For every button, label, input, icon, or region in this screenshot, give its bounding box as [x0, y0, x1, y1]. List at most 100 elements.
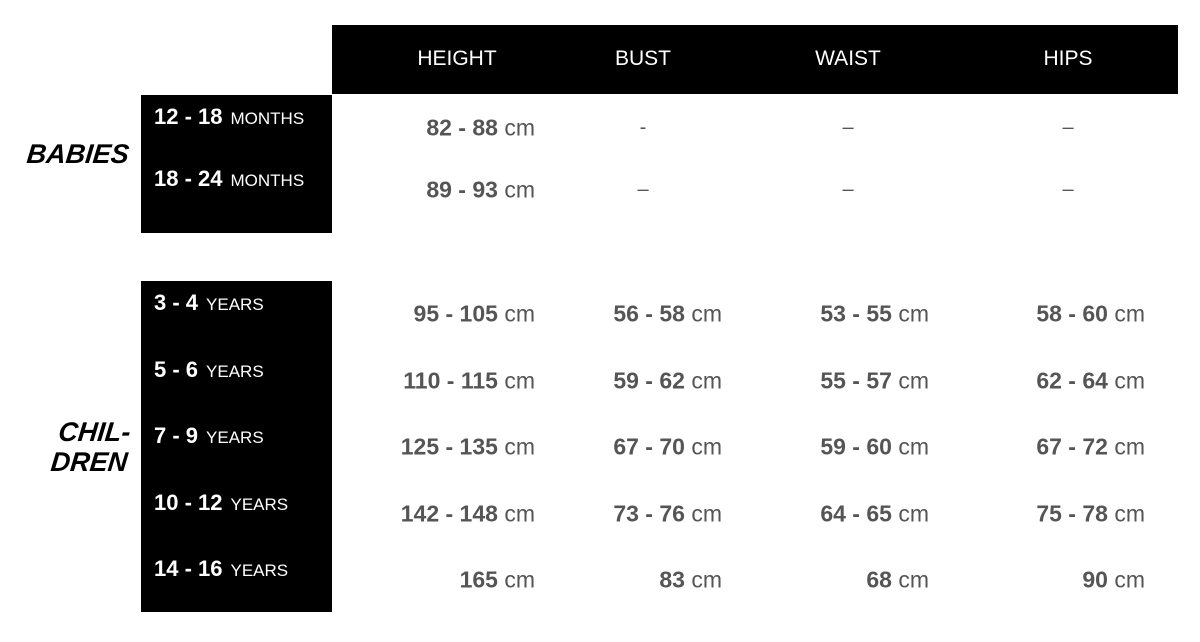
- measurement-cell: 67 - 72 cm: [1036, 434, 1145, 461]
- measurement-value: 95 - 105: [413, 300, 498, 327]
- age-range-label: 10 - 12 YEARS: [154, 490, 288, 516]
- measurement-value: 64 - 65: [820, 500, 892, 527]
- age-range: 18 - 24: [154, 166, 223, 191]
- measurement-unit: cm: [504, 433, 535, 460]
- measurement-cell: 62 - 64 cm: [1036, 368, 1145, 395]
- age-range-label: 14 - 16 YEARS: [154, 556, 288, 582]
- measurement-unit: cm: [898, 566, 929, 593]
- measurement-value: 62 - 64: [1036, 367, 1108, 394]
- measurement-cell: 89 - 93 cm: [426, 177, 535, 204]
- empty-cell: -: [639, 116, 647, 139]
- measurement-cell: 59 - 60 cm: [820, 434, 929, 461]
- measurement-value: 59 - 60: [820, 433, 892, 460]
- age-unit: MONTHS: [230, 171, 305, 190]
- measurement-cell: 59 - 62 cm: [613, 368, 722, 395]
- measurement-value: 125 - 135: [400, 433, 498, 460]
- measurement-value: 53 - 55: [820, 300, 892, 327]
- age-range-label: 18 - 24 MONTHS: [154, 166, 304, 192]
- measurement-unit: cm: [898, 300, 929, 327]
- measurement-value: 68: [866, 566, 892, 593]
- group-label-line: DREN: [49, 447, 129, 477]
- empty-cell: –: [842, 178, 854, 201]
- age-range-label: 5 - 6 YEARS: [154, 357, 264, 383]
- column-header-waist: WAIST: [815, 47, 881, 70]
- age-range: 10 - 12: [154, 490, 223, 515]
- measurement-cell: 53 - 55 cm: [820, 301, 929, 328]
- age-range: 7 - 9: [154, 423, 199, 448]
- babies-age-box: 12 - 18 MONTHS 18 - 24 MONTHS: [141, 95, 332, 233]
- age-unit: MONTHS: [230, 109, 305, 128]
- group-label-children: CHIL- DREN: [1, 417, 132, 477]
- measurement-unit: cm: [691, 433, 722, 460]
- measurement-cell: 83 cm: [659, 567, 722, 594]
- measurement-cell: 55 - 57 cm: [820, 368, 929, 395]
- column-header-bust: BUST: [614, 47, 672, 70]
- measurement-unit: cm: [691, 300, 722, 327]
- measurement-value: 90: [1082, 566, 1108, 593]
- measurement-cell: 67 - 70 cm: [613, 434, 722, 461]
- empty-cell: –: [637, 178, 649, 201]
- age-unit: YEARS: [206, 295, 264, 314]
- measurement-value: 165: [459, 566, 498, 593]
- measurement-cell: 75 - 78 cm: [1036, 501, 1145, 528]
- age-range-label: 12 - 18 MONTHS: [154, 104, 304, 130]
- group-label-babies: BABIES: [25, 139, 131, 169]
- column-header-bar: HEIGHT BUST WAIST HIPS: [332, 25, 1178, 94]
- measurement-unit: cm: [1114, 367, 1145, 394]
- measurement-value: 58 - 60: [1036, 300, 1108, 327]
- age-range: 5 - 6: [154, 357, 199, 382]
- measurement-cell: 68 cm: [866, 567, 929, 594]
- measurement-value: 73 - 76: [613, 500, 685, 527]
- age-range: 14 - 16: [154, 556, 223, 581]
- age-unit: YEARS: [206, 362, 264, 381]
- measurement-cell: 90 cm: [1082, 567, 1145, 594]
- measurement-cell: 95 - 105 cm: [414, 301, 535, 328]
- measurement-value: 56 - 58: [613, 300, 685, 327]
- children-age-box: 3 - 4 YEARS 5 - 6 YEARS 7 - 9 YEARS 10 - 12 YEA…: [141, 281, 332, 612]
- measurement-cell: 142 - 148 cm: [401, 501, 535, 528]
- measurement-unit: cm: [504, 566, 535, 593]
- age-range-label: 3 - 4 YEARS: [154, 290, 264, 316]
- measurement-unit: cm: [504, 500, 535, 527]
- measurement-value: 59 - 62: [613, 367, 685, 394]
- measurement-value: 142 - 148: [400, 500, 498, 527]
- measurement-value: 110 - 115: [403, 367, 498, 394]
- measurement-unit: cm: [691, 566, 722, 593]
- measurement-unit: cm: [504, 300, 535, 327]
- measurement-value: 89 - 93: [426, 176, 498, 203]
- measurement-value: 75 - 78: [1036, 500, 1108, 527]
- measurement-value: 83: [659, 566, 685, 593]
- measurement-unit: cm: [1114, 300, 1145, 327]
- column-header-hips: HIPS: [1043, 47, 1093, 70]
- measurement-unit: cm: [1114, 500, 1145, 527]
- measurement-value: 67 - 72: [1036, 433, 1108, 460]
- measurement-unit: cm: [504, 114, 535, 141]
- measurement-value: 82 - 88: [426, 114, 498, 141]
- measurement-cell: 64 - 65 cm: [820, 501, 929, 528]
- measurement-cell: 56 - 58 cm: [613, 301, 722, 328]
- age-unit: YEARS: [230, 561, 289, 580]
- measurement-cell: 125 - 135 cm: [401, 434, 535, 461]
- measurement-value: 67 - 70: [613, 433, 685, 460]
- measurement-unit: cm: [1114, 433, 1145, 460]
- measurement-unit: cm: [691, 367, 722, 394]
- measurement-unit: cm: [504, 367, 535, 394]
- measurement-unit: cm: [898, 367, 929, 394]
- measurement-cell: 110 - 115 cm: [403, 368, 535, 395]
- column-header-height: HEIGHT: [417, 47, 497, 70]
- age-range: 12 - 18: [154, 104, 223, 129]
- empty-cell: –: [1062, 116, 1074, 139]
- age-unit: YEARS: [206, 428, 264, 447]
- measurement-value: 55 - 57: [820, 367, 892, 394]
- empty-cell: –: [842, 116, 854, 139]
- empty-cell: –: [1062, 178, 1074, 201]
- age-range: 3 - 4: [154, 290, 199, 315]
- measurement-cell: 73 - 76 cm: [613, 501, 722, 528]
- measurement-cell: 82 - 88 cm: [426, 115, 535, 142]
- measurement-unit: cm: [691, 500, 722, 527]
- age-range-label: 7 - 9 YEARS: [154, 423, 264, 449]
- measurement-unit: cm: [504, 176, 535, 203]
- age-unit: YEARS: [230, 495, 289, 514]
- measurement-cell: 165 cm: [460, 567, 535, 594]
